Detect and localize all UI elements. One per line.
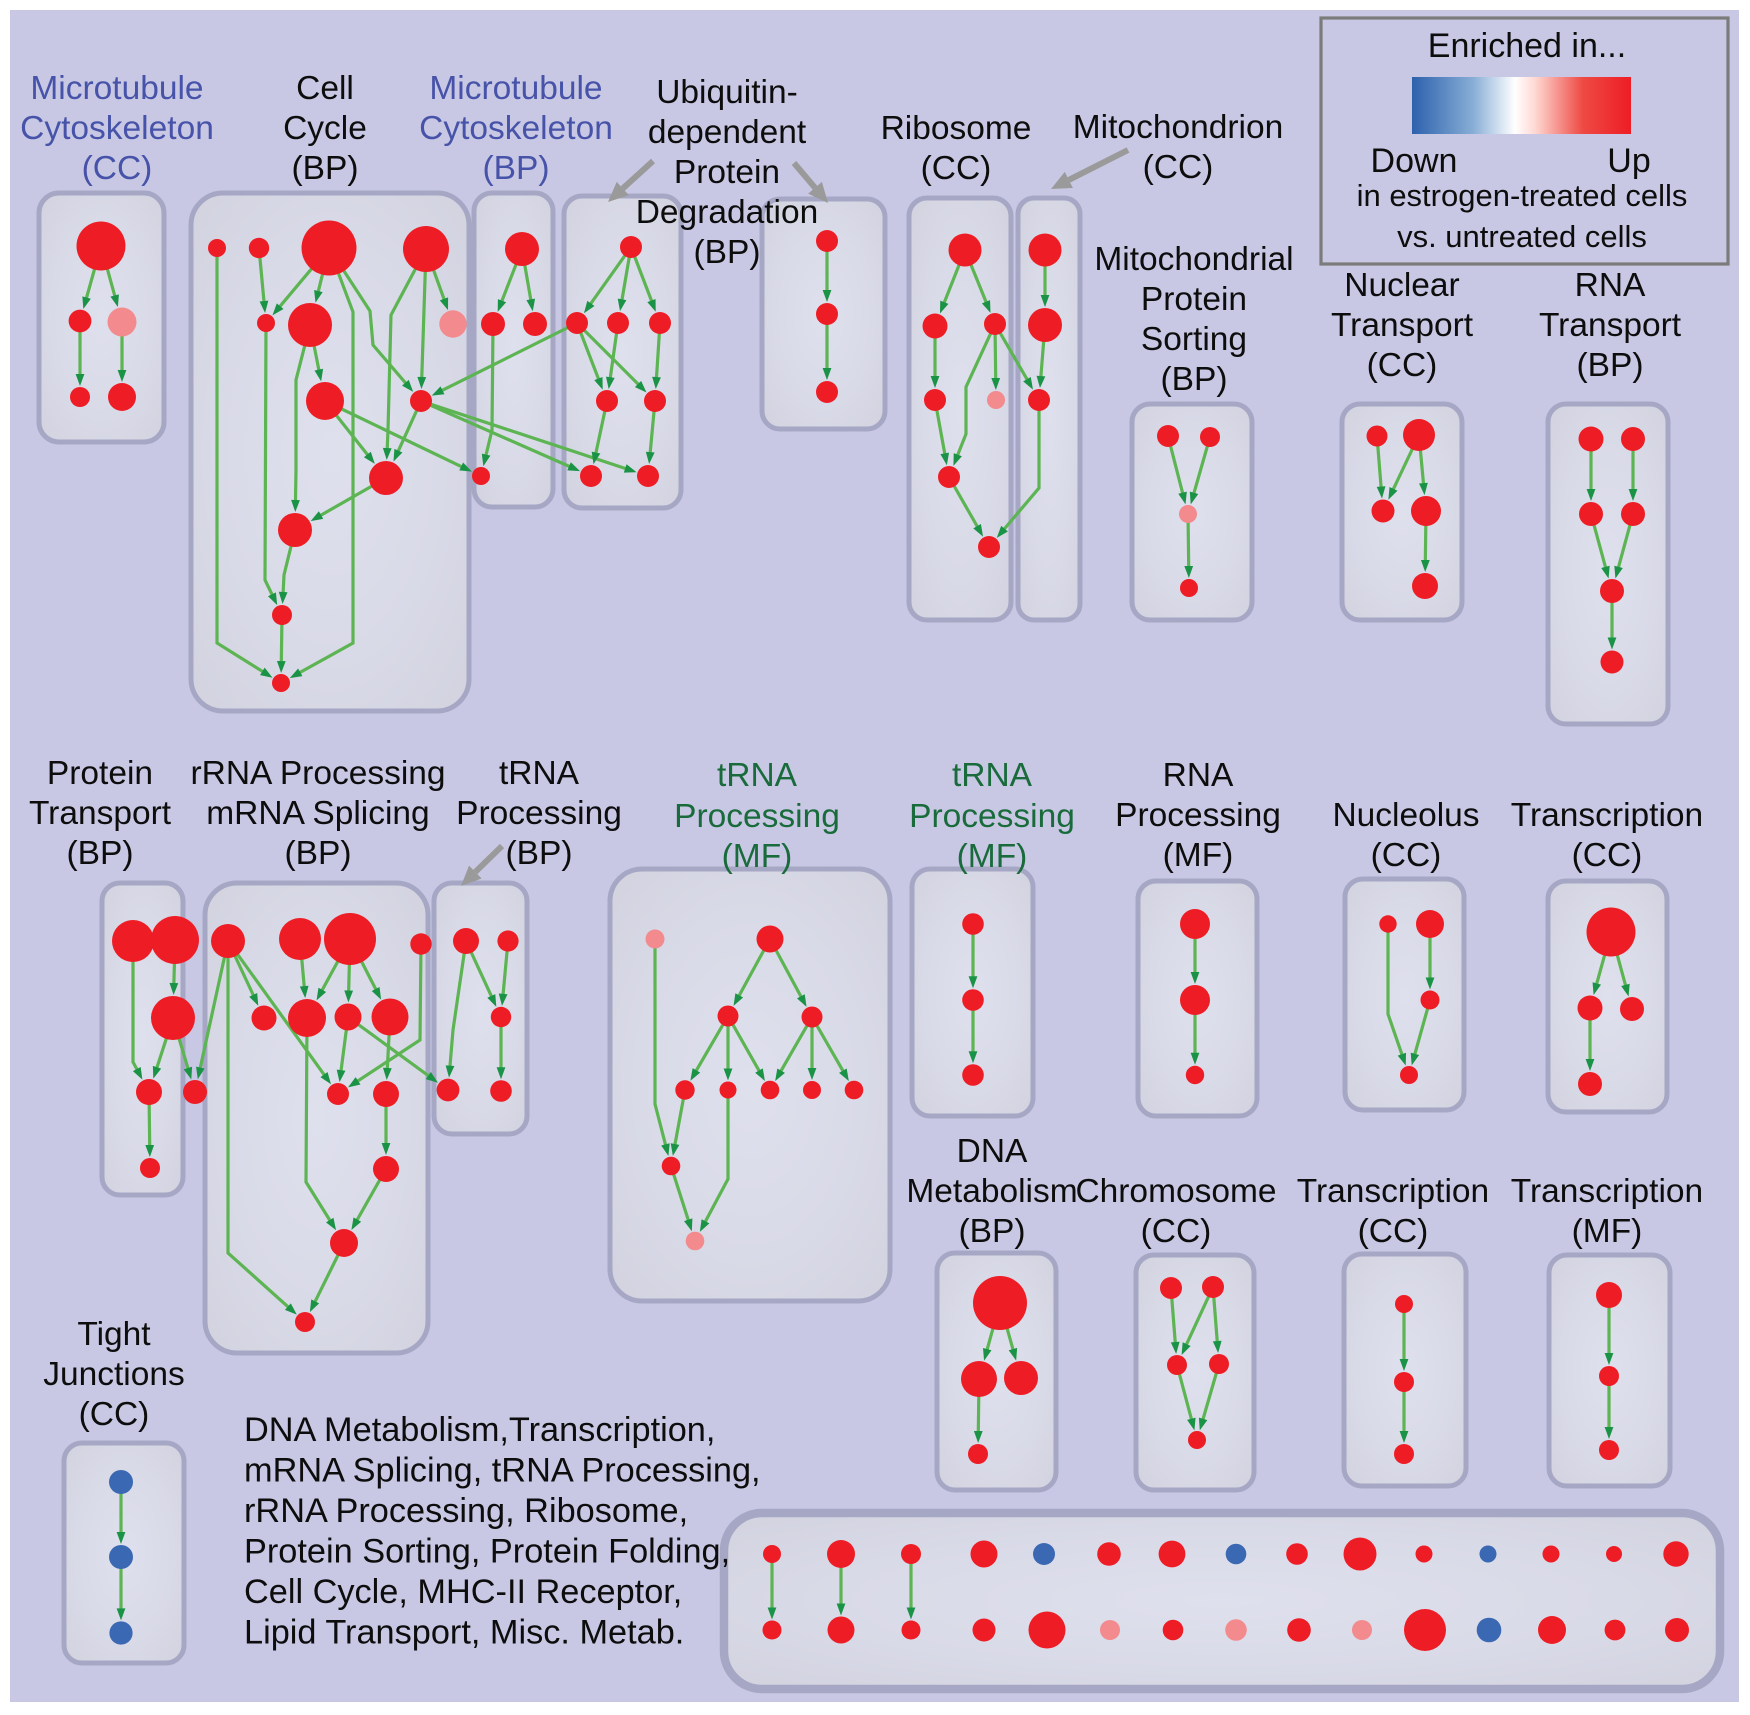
svg-text:Mitochondrion: Mitochondrion [1073,109,1283,146]
svg-text:Nucleolus: Nucleolus [1332,797,1479,834]
svg-text:tRNA: tRNA [952,757,1033,794]
svg-text:Chromosome: Chromosome [1075,1173,1276,1210]
svg-text:Junctions: Junctions [43,1356,185,1393]
svg-text:Microtubule: Microtubule [429,70,602,107]
svg-text:(CC): (CC) [1572,837,1643,874]
svg-text:(BP): (BP) [292,150,359,187]
svg-text:Enriched in...: Enriched in... [1428,27,1626,65]
svg-text:(MF): (MF) [957,838,1028,875]
svg-text:Metabolism: Metabolism [906,1173,1077,1210]
svg-text:Protein Sorting, Protein Foldi: Protein Sorting, Protein Folding, [244,1533,730,1571]
svg-text:Processing: Processing [909,798,1075,835]
svg-text:(CC): (CC) [1358,1213,1429,1250]
svg-text:Cytoskeleton: Cytoskeleton [419,110,613,147]
svg-text:Cell Cycle, MHC-II Receptor,: Cell Cycle, MHC-II Receptor, [244,1573,682,1611]
svg-text:mRNA Splicing: mRNA Splicing [206,795,429,832]
svg-text:Microtubule: Microtubule [30,70,203,107]
svg-text:Protein: Protein [674,154,780,191]
svg-text:(MF): (MF) [722,838,793,875]
svg-text:(BP): (BP) [694,234,761,271]
svg-text:RNA: RNA [1575,267,1646,304]
svg-text:Protein: Protein [1141,281,1247,318]
svg-text:(MF): (MF) [1572,1213,1643,1250]
svg-text:Transport: Transport [1331,307,1474,344]
svg-text:Lipid Transport, Misc. Metab.: Lipid Transport, Misc. Metab. [244,1614,684,1652]
svg-text:rRNA Processing: rRNA Processing [190,755,445,792]
svg-text:(CC): (CC) [921,150,992,187]
svg-text:(BP): (BP) [1161,361,1228,398]
svg-text:Transport: Transport [29,795,172,832]
svg-text:DNA: DNA [957,1133,1028,1170]
svg-text:DNA Metabolism,Transcription,: DNA Metabolism,Transcription, [244,1411,715,1449]
svg-text:(BP): (BP) [959,1213,1026,1250]
svg-text:(CC): (CC) [1371,837,1442,874]
svg-text:Transport: Transport [1539,307,1682,344]
svg-text:tRNA: tRNA [499,755,580,792]
svg-text:Transcription: Transcription [1297,1173,1489,1210]
svg-text:(BP): (BP) [285,835,352,872]
svg-text:Mitochondrial: Mitochondrial [1094,241,1293,278]
svg-text:(CC): (CC) [82,150,153,187]
svg-text:Nuclear: Nuclear [1344,267,1459,304]
svg-text:Processing: Processing [456,795,622,832]
svg-text:Cytoskeleton: Cytoskeleton [20,110,214,147]
svg-text:(CC): (CC) [1141,1213,1212,1250]
svg-text:Degradation: Degradation [636,194,819,231]
svg-text:Processing: Processing [674,798,840,835]
svg-text:(CC): (CC) [1367,347,1438,384]
svg-text:Ribosome: Ribosome [881,110,1032,147]
svg-text:Up: Up [1607,142,1650,180]
svg-text:Protein: Protein [47,755,153,792]
svg-text:Processing: Processing [1115,797,1281,834]
svg-text:mRNA Splicing, tRNA Processing: mRNA Splicing, tRNA Processing, [244,1452,761,1490]
svg-text:Cell: Cell [296,70,354,107]
svg-text:RNA: RNA [1163,757,1234,794]
svg-text:(CC): (CC) [1143,149,1214,186]
svg-text:Down: Down [1371,142,1458,180]
svg-text:Cycle: Cycle [283,110,367,147]
svg-text:(BP): (BP) [506,835,573,872]
svg-text:rRNA Processing, Ribosome,: rRNA Processing, Ribosome, [244,1492,688,1530]
svg-text:Ubiquitin-: Ubiquitin- [656,74,798,111]
svg-text:(BP): (BP) [483,150,550,187]
svg-text:(CC): (CC) [79,1396,150,1433]
svg-text:(BP): (BP) [1577,347,1644,384]
svg-text:Sorting: Sorting [1141,321,1247,358]
svg-text:in estrogen-treated cells: in estrogen-treated cells [1357,178,1688,213]
svg-text:Tight: Tight [77,1316,151,1353]
svg-text:vs. untreated cells: vs. untreated cells [1397,219,1647,254]
svg-text:(MF): (MF) [1163,837,1234,874]
svg-text:Transcription: Transcription [1511,797,1703,834]
svg-text:tRNA: tRNA [717,757,798,794]
svg-text:(BP): (BP) [67,835,134,872]
svg-text:dependent: dependent [648,114,807,151]
svg-text:Transcription: Transcription [1511,1173,1703,1210]
